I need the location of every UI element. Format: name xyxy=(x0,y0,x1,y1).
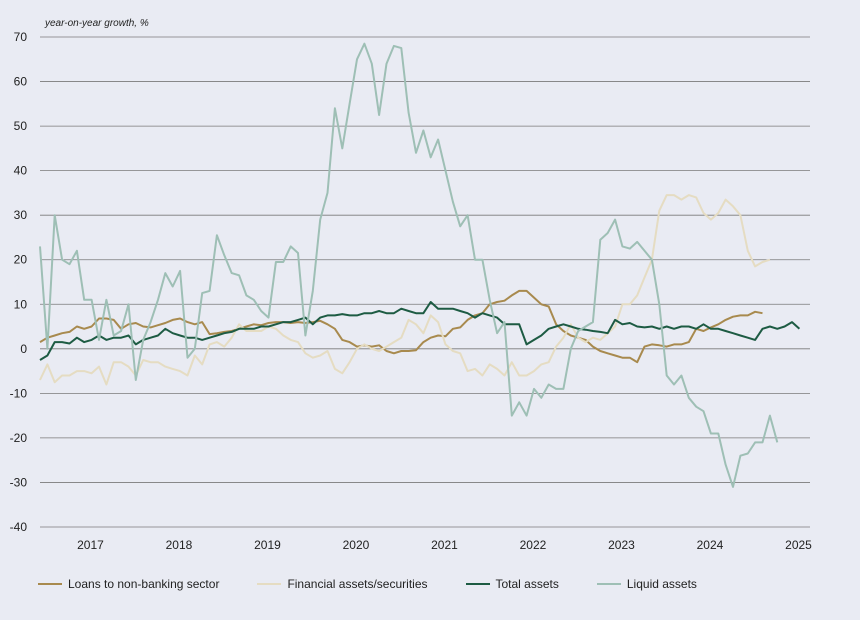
y-tick-label: 60 xyxy=(14,75,28,89)
series-line-3 xyxy=(39,301,801,361)
grid xyxy=(40,36,810,528)
y-tick-label: 50 xyxy=(14,119,28,133)
legend-swatch xyxy=(38,582,62,586)
x-tick-label: 2024 xyxy=(697,538,724,552)
x-tick-label: 2021 xyxy=(431,538,458,552)
legend-item-2: Financial assets/securities xyxy=(257,577,428,591)
legend-swatch xyxy=(465,582,490,586)
y-tick-label: -30 xyxy=(10,475,28,489)
legend-item-1: Loans to non-banking sector xyxy=(38,577,219,591)
x-tick-label: 2019 xyxy=(254,538,281,552)
y-tick-label: 30 xyxy=(14,208,28,222)
legend-swatch xyxy=(596,582,621,586)
y-tick-label: -10 xyxy=(10,386,28,400)
y-tick-label: 20 xyxy=(14,253,28,267)
x-axis: 2017 2018 2019 2020 2021 2022 2023 2024 2025 xyxy=(77,538,812,552)
x-tick-label: 2017 xyxy=(77,538,104,552)
y-tick-label: 40 xyxy=(14,164,28,178)
y-axis-label: year-on-year growth, % xyxy=(44,18,149,29)
legend-label: Liquid assets xyxy=(626,577,697,591)
series-line-1 xyxy=(39,289,763,364)
series-lines xyxy=(39,42,801,488)
legend-item-4: Liquid assets xyxy=(596,577,697,591)
legend-label: Financial assets/securities xyxy=(287,577,428,591)
x-tick-label: 2018 xyxy=(166,538,193,552)
y-tick-label: 10 xyxy=(14,297,28,311)
x-tick-label: 2025 xyxy=(785,538,812,552)
x-tick-label: 2022 xyxy=(520,538,547,552)
legend-swatch xyxy=(257,582,282,586)
y-tick-label: -20 xyxy=(10,431,28,445)
legend: Loans to non-banking sector Financial ass… xyxy=(38,574,735,594)
y-tick-label: -40 xyxy=(10,520,28,534)
y-tick-label: 0 xyxy=(20,342,27,356)
legend-item-3: Total assets xyxy=(465,577,559,591)
x-tick-label: 2023 xyxy=(608,538,635,552)
y-tick-label: 70 xyxy=(14,30,28,44)
x-tick-label: 2020 xyxy=(343,538,370,552)
y-axis: 70 60 50 40 30 20 10 0 -10 -20 -30 -40 xyxy=(10,30,28,534)
legend-label: Total assets xyxy=(495,577,559,591)
series-line-4 xyxy=(39,42,779,488)
legend-label: Loans to non-banking sector xyxy=(68,577,220,591)
series-line-2 xyxy=(39,194,771,386)
